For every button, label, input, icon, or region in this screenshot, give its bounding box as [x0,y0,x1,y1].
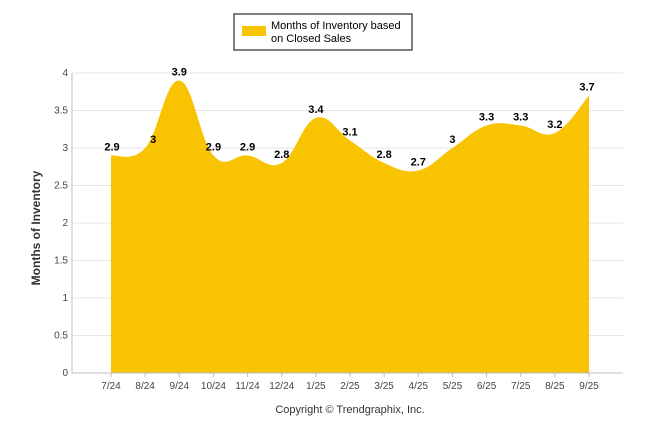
x-tick-label: 3/25 [374,381,394,392]
x-tick-label: 10/24 [201,381,226,392]
data-label: 2.9 [240,142,255,154]
copyright-footer: Copyright © Trendgraphix, Inc. [275,404,424,416]
data-label: 3.1 [342,127,357,139]
data-label: 2.9 [206,142,221,154]
legend-swatch [242,26,266,36]
data-label: 3 [449,134,455,146]
y-tick-label: 2 [62,218,68,229]
legend-label-line-1: Months of Inventory based [271,20,401,32]
axes [71,73,623,377]
y-tick-label: 0.5 [54,331,68,342]
x-tick-label: 6/25 [477,381,497,392]
data-label: 2.8 [376,149,391,161]
y-tick-label: 0 [62,368,68,379]
y-tick-label: 1.5 [54,256,68,267]
data-label: 2.8 [274,149,289,161]
x-tick-label: 2/25 [340,381,360,392]
y-tick-label: 4 [62,68,68,79]
data-label: 3.4 [308,104,324,116]
data-label: 2.9 [104,142,119,154]
x-tick-label: 12/24 [269,381,294,392]
y-tick-label: 2.5 [54,181,68,192]
x-tick-label: 7/25 [511,381,531,392]
x-tick-label: 5/25 [443,381,463,392]
data-label: 3.3 [513,112,528,124]
y-tick-label: 1 [62,293,68,304]
x-tick-label: 8/24 [135,381,155,392]
x-tick-label: 9/25 [579,381,599,392]
y-tick-label: 3.5 [54,106,68,117]
data-label: 3.2 [547,119,562,131]
data-labels: 2.9 3 3.9 2.9 2.9 2.8 3.4 3.1 2.8 2.7 3 3.3 3.3 3.2 3.… [104,67,594,169]
data-label: 3.9 [172,67,187,79]
series-area-months-of-inventory [111,80,589,373]
x-tick-label: 7/24 [101,381,121,392]
data-label: 3 [150,134,156,146]
x-tick-labels: 7/24 8/24 9/24 10/24 11/24 12/24 1/25 2/25 3/25 4… [101,381,599,392]
legend: Months of Inventory based on Closed Sale… [233,13,413,51]
y-tick-labels: 0 0.5 1 1.5 2 2.5 3 3.5 4 [54,68,68,379]
x-tick-label: 8/25 [545,381,565,392]
data-label: 3.3 [479,112,494,124]
x-tick-label: 11/24 [235,381,260,392]
y-tick-label: 3 [62,143,68,154]
x-tick-label: 9/24 [170,381,190,392]
data-label: 3.7 [579,82,594,94]
legend-label-line-2: on Closed Sales [271,33,352,45]
data-label: 2.7 [411,157,426,169]
y-axis-label: Months of Inventory [29,170,43,285]
series-area-layer [111,80,589,373]
x-tick-label: 1/25 [306,381,326,392]
x-tick-label: 4/25 [409,381,429,392]
